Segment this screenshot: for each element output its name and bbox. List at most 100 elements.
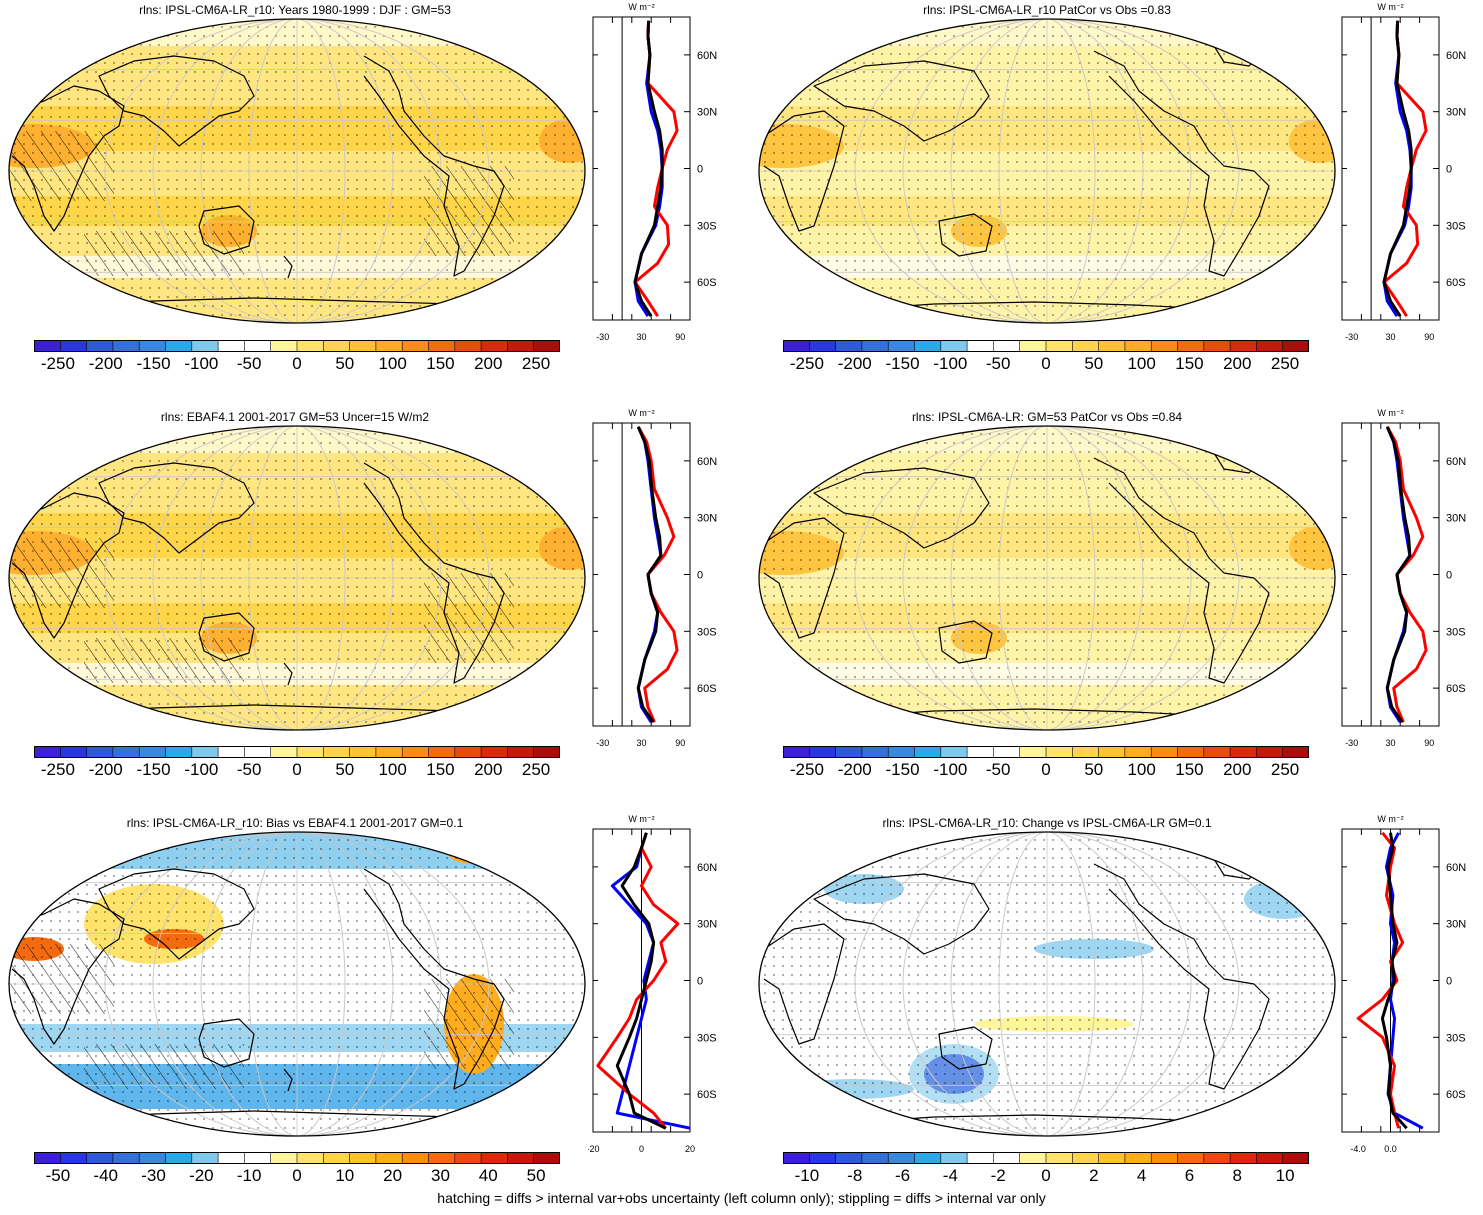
colorbar-tick-label: -4: [942, 1166, 958, 1185]
zonal-x-tick-label: -30: [596, 332, 609, 342]
zonal-x-tick-label: -4.0: [1350, 1144, 1366, 1154]
colorbar-swatch: [191, 1152, 219, 1164]
colorbar-swatch: [1203, 340, 1231, 352]
colorbar-swatch: [1046, 746, 1073, 758]
colorbar-swatch: [1256, 1152, 1284, 1164]
coastline: [363, 868, 505, 1090]
colorbar-swatch: [402, 340, 429, 352]
colorbar-tick-label: 100: [378, 354, 407, 373]
map-outline: [8, 18, 586, 324]
colorbar-swatch: [454, 340, 482, 352]
zonal-y-tick-label: 30N: [697, 513, 717, 525]
graticule: [759, 19, 1335, 323]
colorbar-swatch: [861, 340, 889, 352]
colorbar-swatch: [349, 340, 377, 352]
zonal-y-tick-label: 30S: [697, 220, 717, 232]
graticule: [9, 832, 585, 1136]
colorbar-tick-label: -10: [236, 1166, 262, 1185]
colorbar-swatch: [861, 1152, 889, 1164]
colorbar-tick-label: -50: [985, 760, 1011, 779]
colorbar-swatch: [1046, 340, 1073, 352]
zonal-line-black: [633, 20, 664, 318]
map-field: [9, 426, 585, 730]
colorbar-swatch: [270, 746, 298, 758]
colorbar-swatch: [218, 746, 245, 758]
colorbar-swatch: [323, 340, 351, 352]
colorbar-swatch: [835, 340, 863, 352]
meridian: [950, 426, 1144, 730]
colorbar-tick-label: 10: [335, 1166, 355, 1185]
zonal-y-tick-label: 0: [697, 976, 703, 988]
colorbar-swatch: [993, 746, 1021, 758]
zonal-x-tick-label: 90: [675, 738, 685, 748]
colorbar-tick-label: -30: [141, 1166, 166, 1185]
zonal-y-tick-label: 30N: [697, 107, 717, 119]
colorbar-tick-label: -10: [794, 1166, 820, 1185]
colorbar-swatch: [914, 1152, 942, 1164]
graticule: [759, 832, 1335, 1136]
colorbar-swatch: [1019, 746, 1047, 758]
hatching-region: [84, 638, 244, 683]
zonal-x-tick-label: -30: [1345, 738, 1358, 748]
zonal-y-tick-label: 60S: [1446, 1089, 1466, 1101]
panel-title: rlns: EBAF4.1 2001-2017 GM=53 Uncer=15 W…: [160, 410, 430, 424]
colorbar-swatch: [783, 340, 810, 352]
zonal-y-tick-label: 30S: [1446, 626, 1466, 638]
colorbar-swatch: [1177, 746, 1205, 758]
robinson-map: [758, 831, 1336, 1137]
colorbar-swatch: [1124, 340, 1152, 352]
coastline: [11, 85, 125, 232]
colorbar-tick-label: 10: [1275, 1166, 1295, 1185]
panel-title: rlns: IPSL-CM6A-LR: GM=53 PatCor vs Obs …: [911, 410, 1183, 424]
zonal-y-tick-label: 30N: [1446, 107, 1466, 119]
zonal-line-black: [1380, 832, 1408, 1130]
zonal-line-black: [1382, 20, 1413, 318]
colorbar-tick-label: 200: [1223, 760, 1252, 779]
colorbar-tick-label: 50: [335, 760, 355, 779]
colorbar-tick-label: -100: [184, 354, 219, 373]
zonal-y-tick-label: 0: [1446, 164, 1452, 176]
colorbar-swatch: [112, 746, 140, 758]
meridian: [854, 832, 1240, 1136]
colorbar-swatch: [967, 340, 994, 352]
colorbar-swatch: [349, 1152, 377, 1164]
zonal-y-tick-label: 0: [1446, 570, 1452, 582]
colorbar-tick-label: 0: [292, 760, 302, 779]
colorbar-swatch: [60, 1152, 88, 1164]
colorbar-tick-label: 50: [335, 354, 355, 373]
colorbar-swatch: [60, 746, 88, 758]
colorbar-swatch: [967, 1152, 994, 1164]
colorbar-tick-label: 150: [1175, 354, 1204, 373]
colorbar-swatch: [507, 1152, 535, 1164]
colorbar-swatch: [888, 1152, 915, 1164]
colorbar-tick-label: 50: [526, 1166, 546, 1185]
colorbar-tick-label: 250: [521, 760, 551, 779]
colorbar-swatch: [835, 746, 863, 758]
colorbar-tick-labels: -10 -8 -6 -4 -2 0 2 4 6 8 10: [783, 1166, 1309, 1188]
map-field: [759, 19, 1335, 323]
coastline: [198, 205, 255, 255]
zonal-y-tick-label: 60N: [1446, 456, 1466, 468]
colorbar-swatch: [533, 1152, 560, 1164]
colorbar-tick-label: -150: [885, 354, 920, 373]
colorbar-swatch: [428, 1152, 456, 1164]
colorbar-tick-label: -100: [184, 760, 219, 779]
zonal-y-tick-label: 0: [697, 164, 703, 176]
colorbar-swatch: [1256, 340, 1284, 352]
colorbar-swatch: [34, 340, 61, 352]
meridian: [152, 19, 442, 323]
panel-title: rlns: IPSL-CM6A-LR_r10: Years 1980-1999 …: [139, 3, 451, 17]
coastline: [283, 255, 293, 279]
zonal-frame: [592, 16, 691, 321]
zonal-y-tick-label: 0: [697, 570, 703, 582]
colorbar-tick-label: 0: [292, 354, 302, 373]
colorbar-swatch: [481, 746, 508, 758]
colorbar-tick-label: -200: [88, 354, 123, 373]
colorbar-tick-label: 0: [292, 1166, 302, 1185]
zonal-lines: [1385, 426, 1428, 724]
zonal-unit-label: W m⁻²: [1377, 2, 1403, 12]
colorbar-swatch: [507, 340, 535, 352]
meridian: [854, 426, 1240, 730]
colorbar-tick-label: 0: [1041, 760, 1051, 779]
colorbar-swatch: [1046, 1152, 1073, 1164]
